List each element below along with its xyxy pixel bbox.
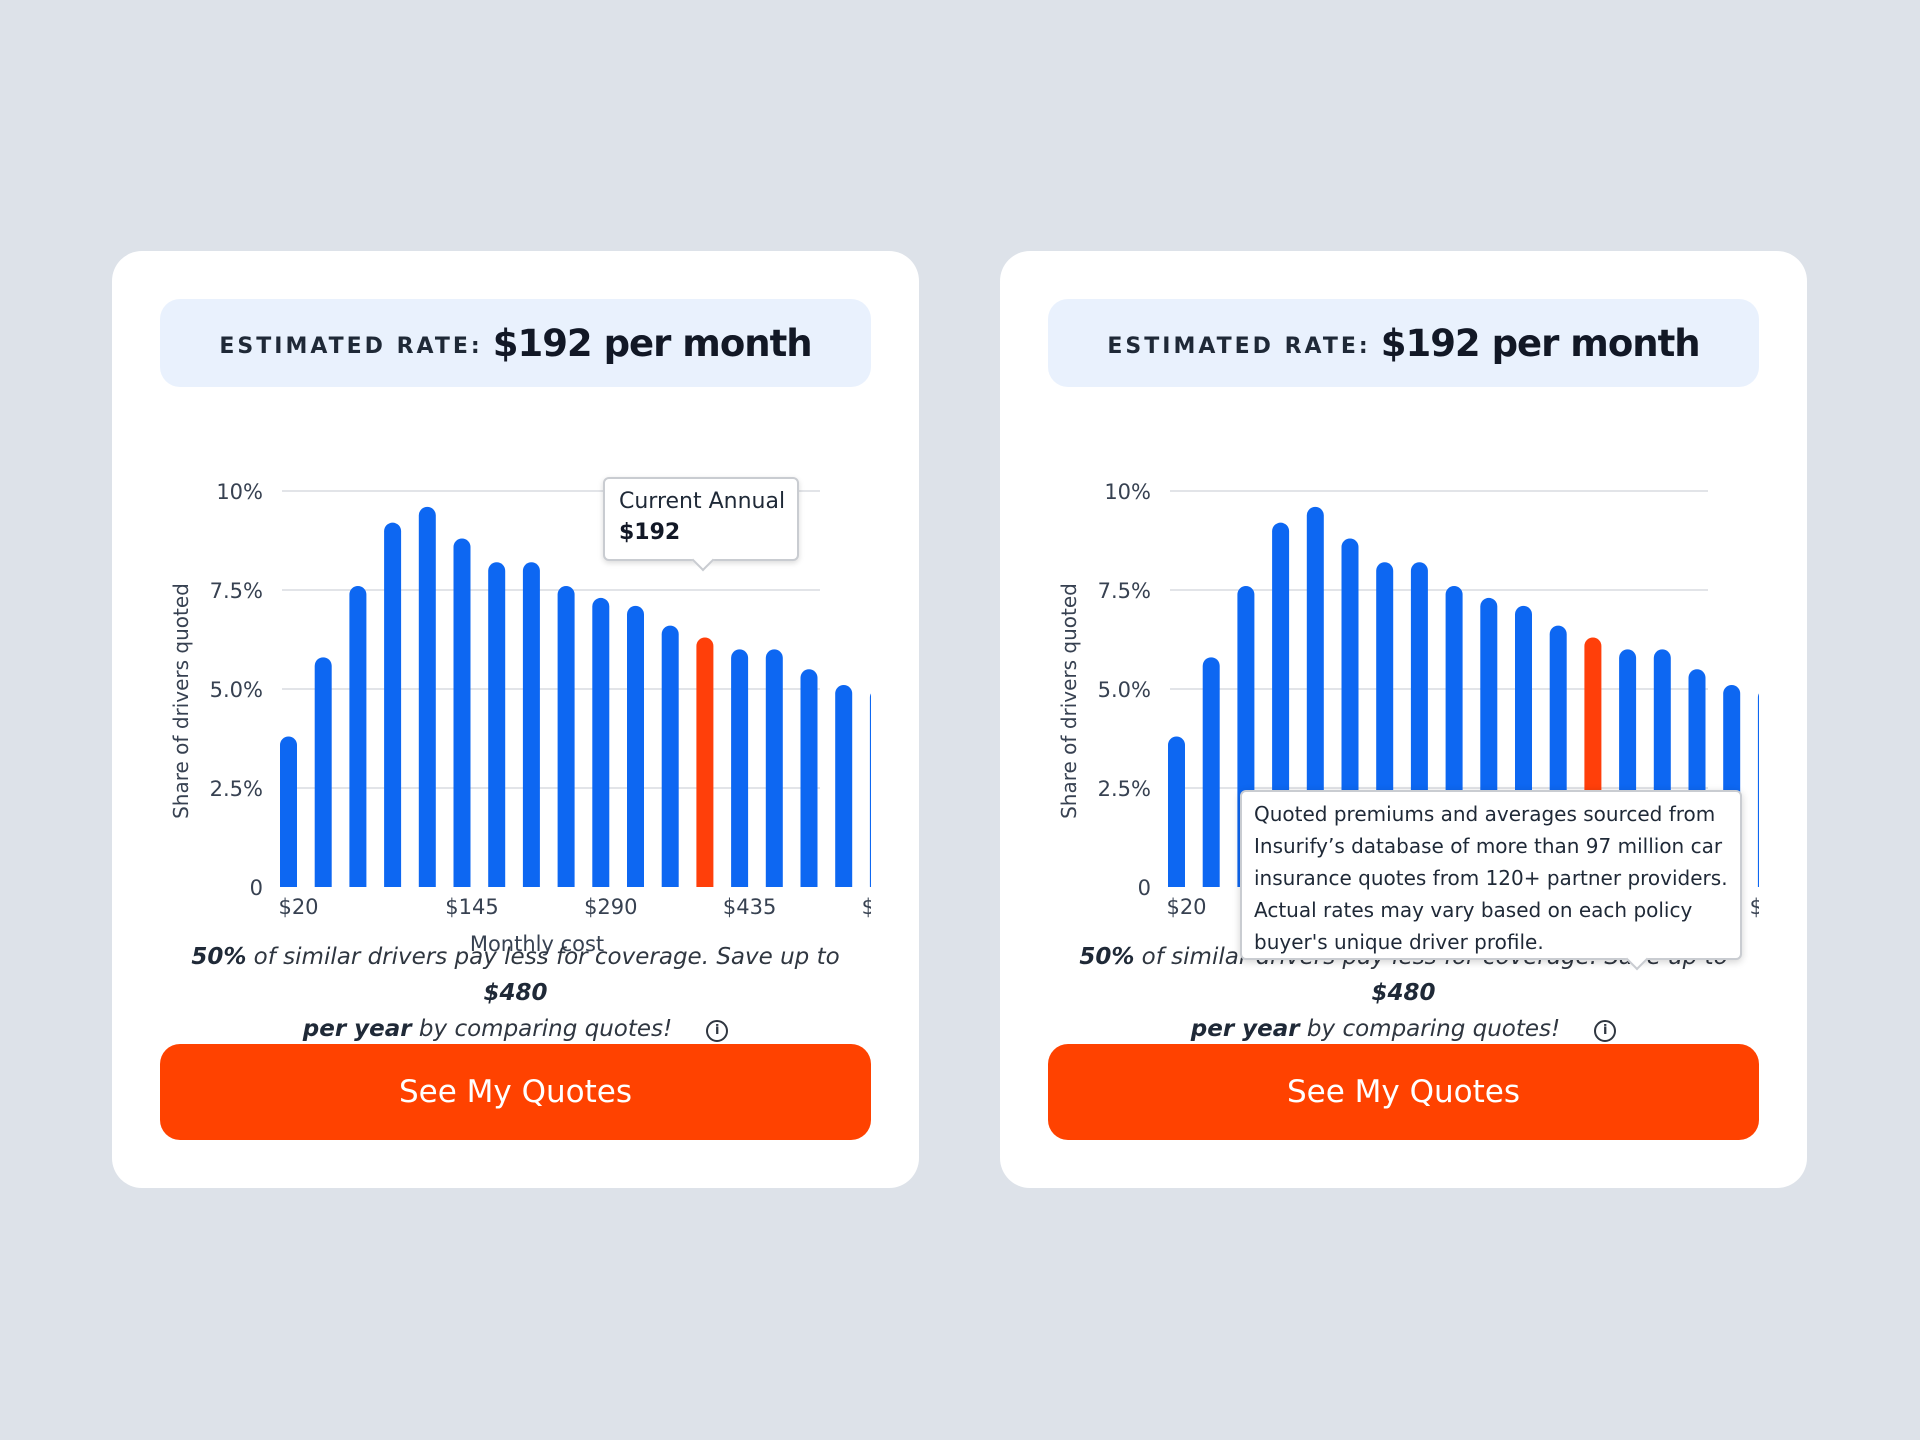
bar — [280, 736, 297, 887]
bar — [557, 586, 575, 887]
info-icon[interactable]: i — [1594, 1020, 1617, 1042]
highlighted-bar — [696, 637, 714, 887]
tooltip-line: buyer's unique driver profile. — [1254, 930, 1544, 954]
y-axis-title: Share of drivers quoted — [169, 583, 193, 819]
tooltip-line: Actual rates may vary based on each poli… — [1254, 898, 1693, 922]
summary-per-year: per year — [302, 1016, 412, 1042]
x-tick-label: $580 — [1750, 895, 1759, 919]
rate-label: ESTIMATED RATE: — [219, 333, 483, 359]
bar — [1168, 736, 1185, 887]
rate-value: $192 per month — [492, 321, 813, 365]
x-tick-label: $290 — [584, 895, 637, 919]
y-tick-label: 10% — [1104, 480, 1151, 504]
chart-svg: 0 2.5% 5.0% 7.5% 10% $20 $145 $290 $435 $580 Month… — [169, 480, 871, 956]
x-tick-label: $20 — [278, 895, 318, 919]
y-tick-label: 5.0% — [1098, 678, 1151, 702]
bar — [592, 597, 610, 887]
bar — [488, 562, 506, 887]
bar — [661, 625, 679, 887]
info-icon[interactable]: i — [706, 1020, 729, 1042]
tooltip-line: Insurify’s database of more than 97 mill… — [1254, 834, 1723, 858]
bar — [418, 506, 436, 887]
rate-value: $192 per month — [1380, 321, 1701, 365]
current-annual-tooltip: Current Annual $192 — [603, 477, 799, 572]
summary-text-2: by comparing quotes! — [411, 1016, 673, 1042]
rate-card-left: ESTIMATED RATE: $192 per month 0 2.5% 5.0%… — [112, 251, 919, 1188]
summary-text-2: by comparing quotes! — [1299, 1016, 1561, 1042]
estimated-rate-banner: ESTIMATED RATE: $192 per month — [160, 299, 871, 387]
summary-save-amount: $480 — [483, 980, 548, 1006]
bar — [731, 649, 749, 887]
summary-save-amount: $480 — [1371, 980, 1436, 1006]
y-tick-label: 7.5% — [1098, 579, 1151, 603]
rate-card-right: ESTIMATED RATE: $192 per month 0 2.5% 5.0%… — [1000, 251, 1807, 1188]
tooltip-line: Quoted premiums and averages sourced fro… — [1254, 802, 1716, 826]
data-source-tooltip: Quoted premiums and averages sourced fro… — [1240, 790, 1742, 971]
bar — [1757, 693, 1759, 887]
summary-text-1: of similar drivers pay less for coverage… — [246, 944, 840, 970]
bar — [349, 586, 367, 887]
y-tick-label: 10% — [216, 480, 263, 504]
y-axis-title: Share of drivers quoted — [1057, 583, 1081, 819]
tooltip-line: insurance quotes from 120+ partner provi… — [1254, 866, 1728, 890]
y-tick-label: 0 — [250, 876, 263, 900]
y-tick-label: 0 — [1138, 876, 1151, 900]
summary-per-year: per year — [1190, 1016, 1300, 1042]
y-tick-label: 2.5% — [1098, 777, 1151, 801]
estimated-rate-banner: ESTIMATED RATE: $192 per month — [1048, 299, 1759, 387]
rate-label: ESTIMATED RATE: — [1107, 333, 1371, 359]
x-tick-label: $145 — [445, 895, 498, 919]
y-tick-label: 2.5% — [210, 777, 263, 801]
bar — [627, 605, 644, 887]
bar — [384, 522, 402, 887]
bar — [314, 657, 332, 887]
bar — [1202, 657, 1220, 887]
summary-percent: 50% — [1079, 944, 1135, 970]
see-my-quotes-button[interactable]: See My Quotes — [1048, 1044, 1759, 1140]
bar — [869, 693, 871, 887]
savings-summary: 50% of similar drivers pay less for cove… — [160, 939, 871, 1047]
x-tick-label: $20 — [1166, 895, 1206, 919]
bar — [522, 562, 540, 887]
x-tick-label: $435 — [723, 895, 776, 919]
bar — [765, 649, 783, 887]
x-tick-label: $580 — [862, 895, 871, 919]
bar — [835, 685, 853, 887]
x-axis-title: Monthly cost — [470, 932, 604, 956]
rate-distribution-chart: 0 2.5% 5.0% 7.5% 10% $20 $145 $290 $435 $580 Month… — [160, 411, 871, 1011]
tooltip-title: Current Annual — [619, 489, 786, 514]
tooltip-value: $192 — [619, 520, 681, 545]
summary-percent: 50% — [191, 944, 247, 970]
y-tick-label: 7.5% — [210, 579, 263, 603]
y-tick-label: 5.0% — [210, 678, 263, 702]
bar — [800, 669, 818, 887]
see-my-quotes-button[interactable]: See My Quotes — [160, 1044, 871, 1140]
bar — [453, 538, 471, 887]
